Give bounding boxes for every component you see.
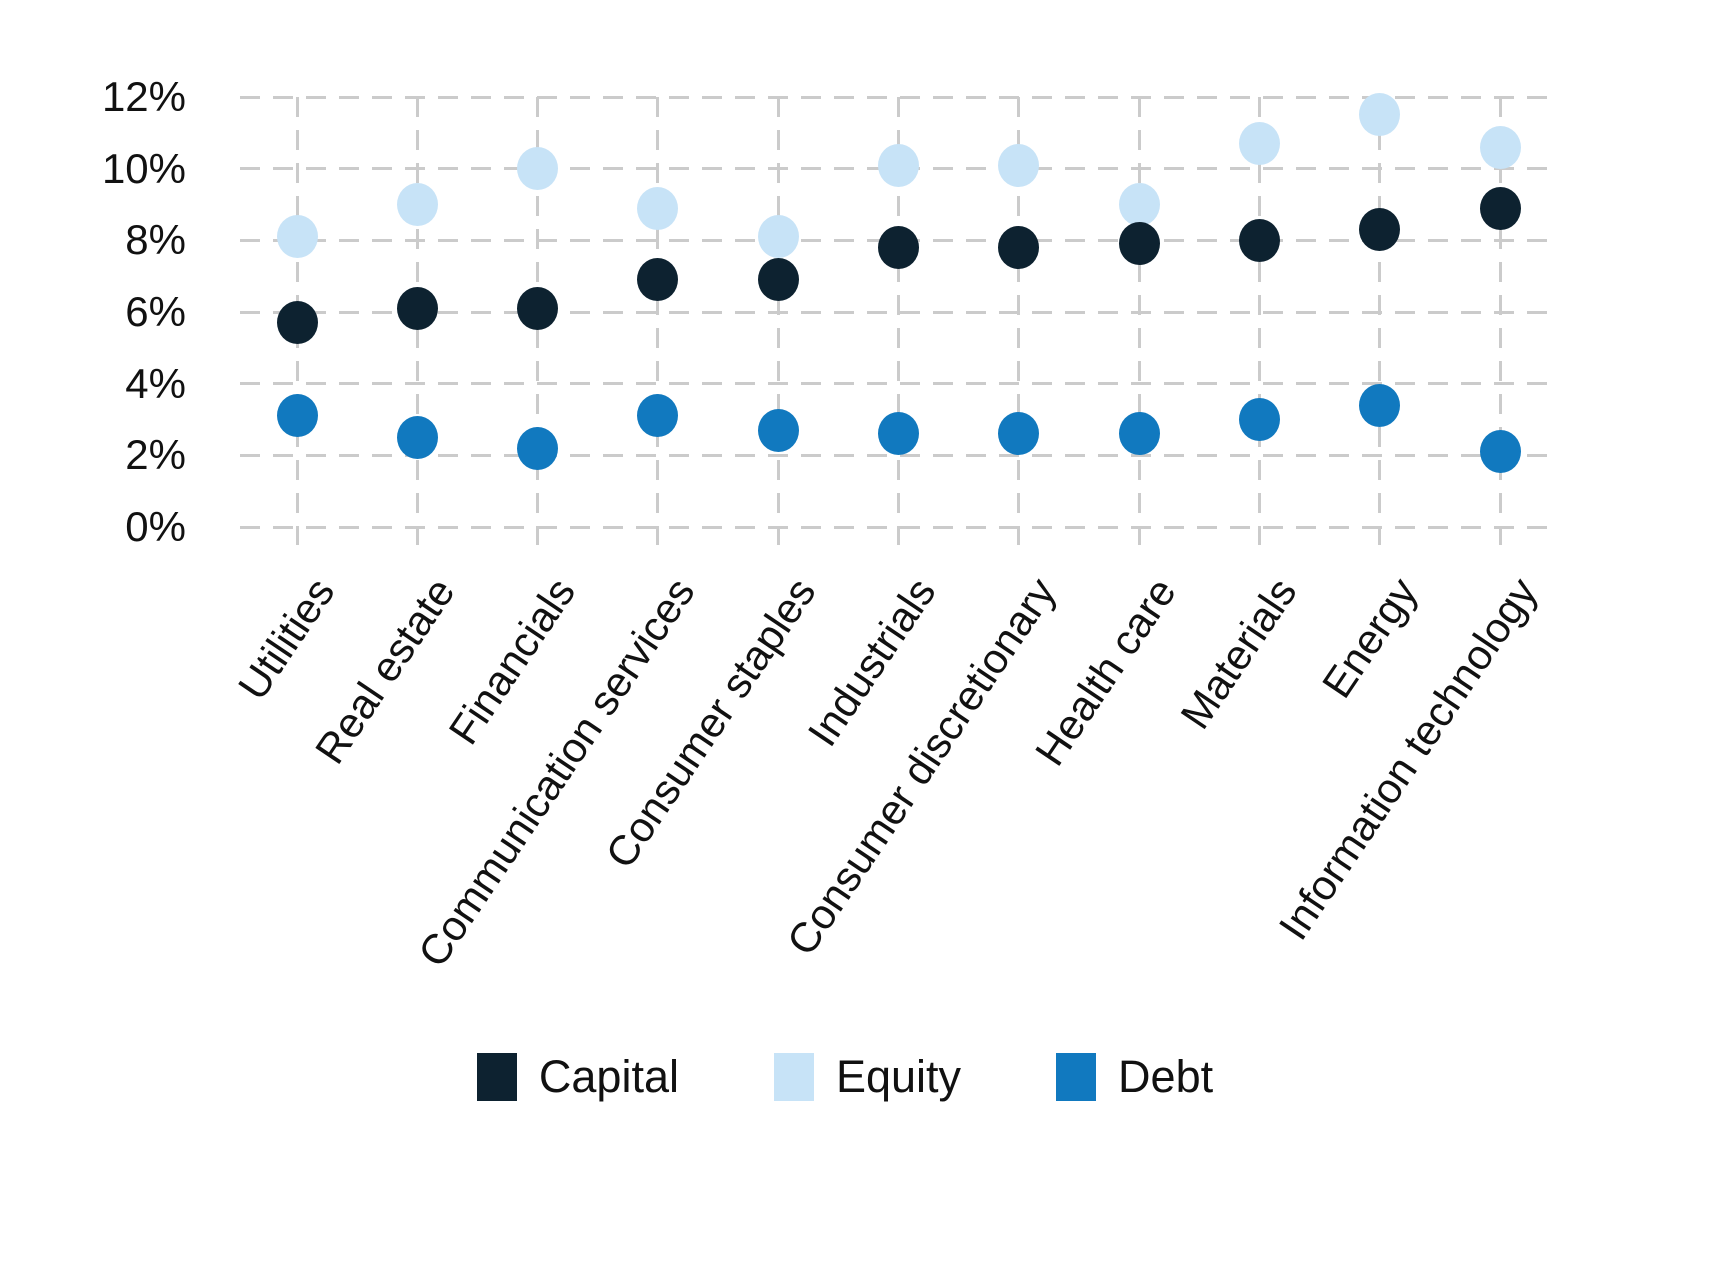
- horizontal-gridline: [240, 382, 1560, 386]
- dot-capital-materials: [1238, 218, 1280, 262]
- dot-debt-real-estate: [396, 415, 438, 459]
- dot-equity-real-estate: [396, 183, 438, 226]
- y-tick-label: 4%: [125, 359, 186, 407]
- dot-capital-information-technology: [1479, 186, 1521, 230]
- legend-item-debt: Debt: [1056, 1050, 1213, 1104]
- dot-capital-communication-services: [637, 258, 679, 302]
- vertical-gridline: [1378, 97, 1382, 545]
- horizontal-gridline: [240, 95, 1560, 99]
- legend: Capital Equity Debt: [0, 1050, 1690, 1104]
- y-tick-label: 6%: [125, 288, 186, 335]
- dot-debt-consumer-staples: [757, 408, 799, 452]
- dot-equity-materials: [1238, 122, 1280, 166]
- y-tick-label: 8%: [125, 216, 186, 264]
- dot-debt-consumer-discretionary: [998, 412, 1040, 456]
- vertical-gridline: [1137, 97, 1141, 545]
- dot-debt-industrials: [878, 412, 919, 456]
- legend-label-equity: Equity: [835, 1051, 962, 1102]
- y-tick-label: 10%: [101, 144, 186, 192]
- legend-label-capital: Capital: [538, 1051, 679, 1102]
- dot-capital-health-care: [1118, 222, 1160, 266]
- horizontal-gridline: [240, 453, 1560, 457]
- dot-debt-health-care: [1118, 412, 1160, 456]
- legend-label-debt: Debt: [1118, 1051, 1214, 1102]
- legend-item-equity: Equity: [773, 1050, 962, 1104]
- y-tick-label: 0%: [125, 503, 186, 550]
- legend-swatch-capital: [476, 1053, 517, 1101]
- horizontal-gridline: [240, 525, 1560, 529]
- vertical-gridline: [1017, 97, 1021, 545]
- x-category-label: Materials: [1171, 569, 1306, 737]
- dot-capital-consumer-staples: [757, 258, 799, 302]
- dot-debt-energy: [1359, 383, 1401, 427]
- dot-debt-utilities: [276, 394, 318, 438]
- vertical-gridline: [776, 97, 780, 545]
- dot-debt-materials: [1238, 398, 1280, 441]
- dot-capital-consumer-discretionary: [998, 226, 1040, 269]
- dot-debt-information-technology: [1479, 430, 1521, 474]
- legend-swatch-debt: [1056, 1053, 1097, 1101]
- dot-equity-consumer-discretionary: [998, 143, 1040, 187]
- dot-equity-information-technology: [1479, 125, 1521, 169]
- dot-debt-communication-services: [637, 394, 679, 438]
- vertical-gridline: [656, 97, 660, 545]
- horizontal-gridline: [240, 310, 1560, 314]
- x-category-label: Information technology: [1269, 569, 1547, 948]
- dot-equity-industrials: [878, 143, 919, 187]
- dot-equity-communication-services: [637, 186, 679, 230]
- x-category-label: Consumer staples: [596, 569, 825, 877]
- dot-debt-financials: [517, 426, 559, 470]
- dot-equity-health-care: [1118, 183, 1160, 226]
- dot-equity-financials: [517, 147, 559, 191]
- dot-capital-real-estate: [396, 286, 438, 330]
- dot-capital-industrials: [878, 226, 919, 269]
- dot-equity-utilities: [276, 215, 318, 259]
- y-tick-label: 2%: [125, 431, 186, 479]
- legend-item-capital: Capital: [476, 1050, 679, 1104]
- vertical-gridline: [897, 97, 900, 545]
- dot-capital-energy: [1359, 208, 1401, 252]
- dot-equity-energy: [1359, 93, 1401, 137]
- legend-swatch-equity: [773, 1053, 814, 1101]
- vertical-gridline: [1257, 97, 1261, 545]
- vertical-gridline: [1498, 97, 1502, 545]
- x-category-label: Utilities: [228, 569, 344, 708]
- y-tick-label: 12%: [101, 73, 186, 120]
- x-category-label: Energy: [1312, 569, 1426, 707]
- dot-capital-utilities: [276, 301, 318, 345]
- dot-capital-financials: [517, 286, 559, 330]
- dot-equity-consumer-staples: [757, 215, 799, 259]
